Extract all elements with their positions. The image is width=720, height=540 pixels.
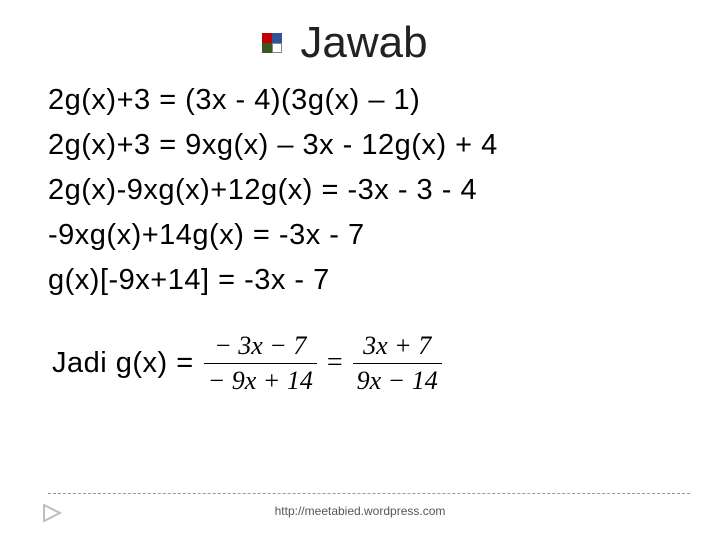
fraction-right: 3x + 7 9x − 14	[353, 331, 442, 396]
fraction-numerator: − 3x − 7	[210, 331, 310, 361]
fraction-denominator: − 9x + 14	[204, 366, 317, 396]
slide-title-row: Jawab	[0, 0, 720, 78]
fraction-group: − 3x − 7 − 9x + 14 = 3x + 7 9x − 14	[204, 331, 442, 396]
bullet-sq-bl	[262, 43, 272, 53]
fraction-left: − 3x − 7 − 9x + 14	[204, 331, 317, 396]
bullet-sq-tl	[262, 33, 272, 43]
spacer	[0, 303, 720, 331]
equation-line: 2g(x)+3 = 9xg(x) – 3x - 12g(x) + 4	[48, 123, 690, 168]
footer-url: http://meetabied.wordpress.com	[0, 504, 720, 518]
fraction-denominator: 9x − 14	[353, 366, 442, 396]
equals-sign: =	[327, 347, 343, 379]
title-bullet-icon	[262, 33, 282, 53]
fraction-numerator: 3x + 7	[359, 331, 435, 361]
fraction-bar	[353, 363, 442, 364]
footer-divider	[48, 493, 690, 494]
equation-line: 2g(x)+3 = (3x - 4)(3g(x) – 1)	[48, 78, 690, 123]
fraction-bar	[204, 363, 317, 364]
slide-title: Jawab	[300, 18, 427, 68]
bullet-sq-tr	[272, 33, 282, 43]
equation-line: -9xg(x)+14g(x) = -3x - 7	[48, 213, 690, 258]
result-row: Jadi g(x) = − 3x − 7 − 9x + 14 = 3x + 7 …	[0, 331, 720, 396]
equation-line: 2g(x)-9xg(x)+12g(x) = -3x - 3 - 4	[48, 168, 690, 213]
bullet-sq-br	[272, 43, 282, 53]
result-label: Jadi g(x) =	[52, 347, 194, 380]
content-lines: 2g(x)+3 = (3x - 4)(3g(x) – 1) 2g(x)+3 = …	[0, 78, 720, 303]
equation-line: g(x)[-9x+14] = -3x - 7	[48, 258, 690, 303]
